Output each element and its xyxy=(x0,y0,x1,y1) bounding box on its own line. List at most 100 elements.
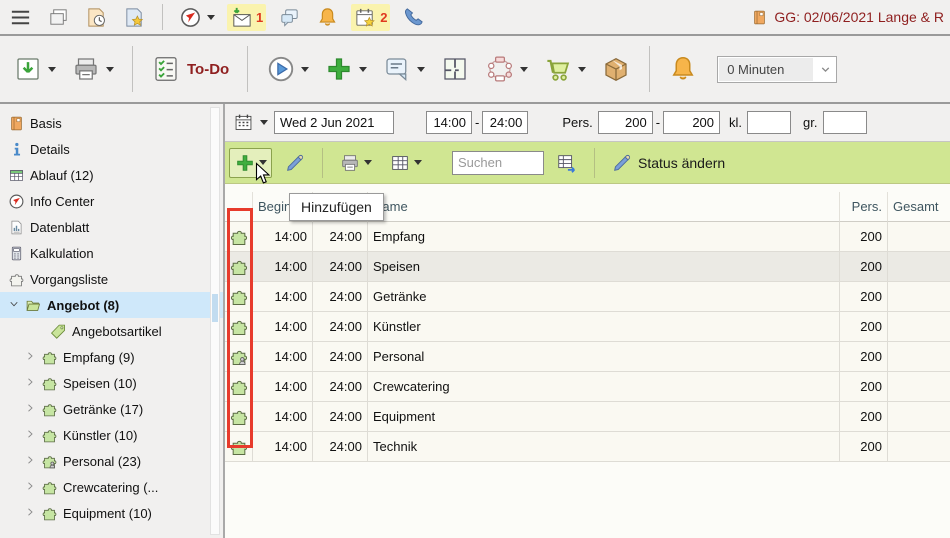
row-type-cell xyxy=(225,402,253,432)
sidebar-item-speisen-10[interactable]: Speisen (10) xyxy=(0,370,223,396)
checklist-button[interactable]: To-Do xyxy=(148,52,232,86)
sidebar-item-details[interactable]: Details xyxy=(0,136,223,162)
chevron-right-icon[interactable] xyxy=(24,376,36,391)
menu-button[interactable] xyxy=(6,4,35,31)
sidebar-item-crewcatering[interactable]: Crewcatering (... xyxy=(0,474,223,500)
mail-in-button[interactable]: 1 xyxy=(227,3,267,31)
separator xyxy=(649,46,651,92)
sidebar-item-kalkulation[interactable]: Kalkulation xyxy=(0,240,223,266)
chevron-right-icon[interactable] xyxy=(24,480,36,495)
name-cell: Equipment xyxy=(368,402,840,432)
begin-cell: 14:00 xyxy=(253,342,313,372)
sidebar-item-getränke-17[interactable]: Getränke (17) xyxy=(0,396,223,422)
workflow-button[interactable] xyxy=(482,52,531,86)
sidebar-scrollbar[interactable] xyxy=(210,107,220,535)
chevron-right-icon[interactable] xyxy=(24,402,36,417)
time-from-input[interactable] xyxy=(426,111,472,134)
add-button[interactable] xyxy=(229,147,272,178)
cart-icon xyxy=(543,54,573,84)
doc-star-button[interactable] xyxy=(120,4,149,31)
table-row[interactable]: 14:00 24:00 Personal 200 xyxy=(225,342,950,372)
compass-button[interactable] xyxy=(176,4,218,31)
minutes-select[interactable]: 0 Minuten xyxy=(717,55,838,83)
chevron-down-icon[interactable] xyxy=(8,298,20,313)
view-grid-button[interactable] xyxy=(384,148,427,178)
puzzle-icon xyxy=(41,427,58,444)
dropdown-arrow-icon[interactable] xyxy=(207,14,215,20)
chevron-right-icon[interactable] xyxy=(24,428,36,443)
dropdown-arrow-icon[interactable] xyxy=(359,66,368,72)
bell-button[interactable] xyxy=(313,4,342,31)
bell-button[interactable] xyxy=(665,52,701,86)
column-header[interactable] xyxy=(225,192,253,222)
dropdown-arrow-icon[interactable] xyxy=(578,66,587,72)
change-status-button[interactable]: Status ändern xyxy=(606,148,730,178)
printer-button[interactable] xyxy=(68,52,117,86)
plus-button[interactable] xyxy=(321,52,370,86)
sidebar-item-equipment-10[interactable]: Equipment (10) xyxy=(0,500,223,526)
puzzle-icon xyxy=(41,349,58,366)
dropdown-arrow-icon[interactable] xyxy=(301,66,310,72)
table-row[interactable]: 14:00 24:00 Künstler 200 xyxy=(225,312,950,342)
column-header[interactable]: Name xyxy=(368,192,840,222)
separator xyxy=(132,46,133,92)
chevron-right-icon[interactable] xyxy=(24,454,36,469)
play-button[interactable] xyxy=(263,52,312,86)
puzzle-white-icon xyxy=(8,271,25,288)
search-input[interactable] xyxy=(452,150,544,175)
table-row[interactable]: 14:00 24:00 Equipment 200 xyxy=(225,402,950,432)
sidebar-item-angebotsartikel[interactable]: Angebotsartikel xyxy=(0,318,223,344)
sidebar-item-angebot-8[interactable]: Angebot (8) xyxy=(0,292,223,318)
calendar-picker-button[interactable] xyxy=(233,112,268,133)
windows-button[interactable] xyxy=(44,4,73,31)
begin-cell: 14:00 xyxy=(253,252,313,282)
sidebar-item-basis[interactable]: Basis xyxy=(0,110,223,136)
dropdown-arrow-icon[interactable] xyxy=(48,66,56,72)
sidebar-item-vorgangsliste[interactable]: Vorgangsliste xyxy=(0,266,223,292)
table-row[interactable]: 14:00 24:00 Empfang 200 xyxy=(225,222,950,252)
column-header[interactable]: Pers. xyxy=(840,192,888,222)
chevron-down-icon[interactable] xyxy=(814,63,836,76)
cart-button[interactable] xyxy=(540,52,589,86)
puzzle-icon xyxy=(229,437,249,457)
pers-to-input[interactable] xyxy=(663,111,721,134)
row-type-cell xyxy=(225,432,253,462)
phone-icon xyxy=(402,6,425,29)
sidebar-item-info-center[interactable]: Info Center xyxy=(0,188,223,214)
dropdown-arrow-icon[interactable] xyxy=(417,66,426,72)
table-row[interactable]: 14:00 24:00 Crewcatering 200 xyxy=(225,372,950,402)
sidebar-item-künstler-10[interactable]: Künstler (10) xyxy=(0,422,223,448)
time-to-input[interactable] xyxy=(482,111,529,134)
sidebar-item-empfang-9[interactable]: Empfang (9) xyxy=(0,344,223,370)
print-button[interactable] xyxy=(334,148,377,178)
calendar-star-button[interactable]: 2 xyxy=(351,3,391,31)
export-table-button[interactable] xyxy=(551,148,583,178)
doc-clock-button[interactable] xyxy=(82,4,111,31)
package-button[interactable] xyxy=(598,52,634,86)
note-button[interactable] xyxy=(379,52,428,86)
book-icon xyxy=(751,9,768,26)
pers-from-input[interactable] xyxy=(597,111,653,134)
phone-button[interactable] xyxy=(399,4,428,31)
dropdown-arrow-icon[interactable] xyxy=(520,66,529,72)
kl-input[interactable] xyxy=(747,111,792,134)
chat-button[interactable] xyxy=(275,4,304,31)
chevron-right-icon[interactable] xyxy=(24,506,36,521)
sidebar-item-ablauf-12[interactable]: Ablauf (12) xyxy=(0,162,223,188)
table-row[interactable]: 14:00 24:00 Technik 200 xyxy=(225,432,950,462)
import-button[interactable] xyxy=(10,52,59,86)
separator xyxy=(594,147,595,178)
date-input[interactable] xyxy=(274,111,394,134)
dropdown-arrow-icon[interactable] xyxy=(106,66,114,72)
table-row[interactable]: 14:00 24:00 Speisen 200 xyxy=(225,252,950,282)
table-row[interactable]: 14:00 24:00 Getränke 200 xyxy=(225,282,950,312)
chevron-right-icon[interactable] xyxy=(24,350,36,365)
sidebar-item-personal-23[interactable]: Personal (23) xyxy=(0,448,223,474)
sidebar-item-datenblatt[interactable]: Datenblatt xyxy=(0,214,223,240)
edit-button[interactable] xyxy=(279,148,311,178)
column-header[interactable]: Gesamt xyxy=(888,192,950,222)
sidebar-scrollbar-thumb[interactable] xyxy=(212,294,218,322)
gr-input[interactable] xyxy=(822,111,867,134)
floorplan-button[interactable] xyxy=(437,52,473,86)
